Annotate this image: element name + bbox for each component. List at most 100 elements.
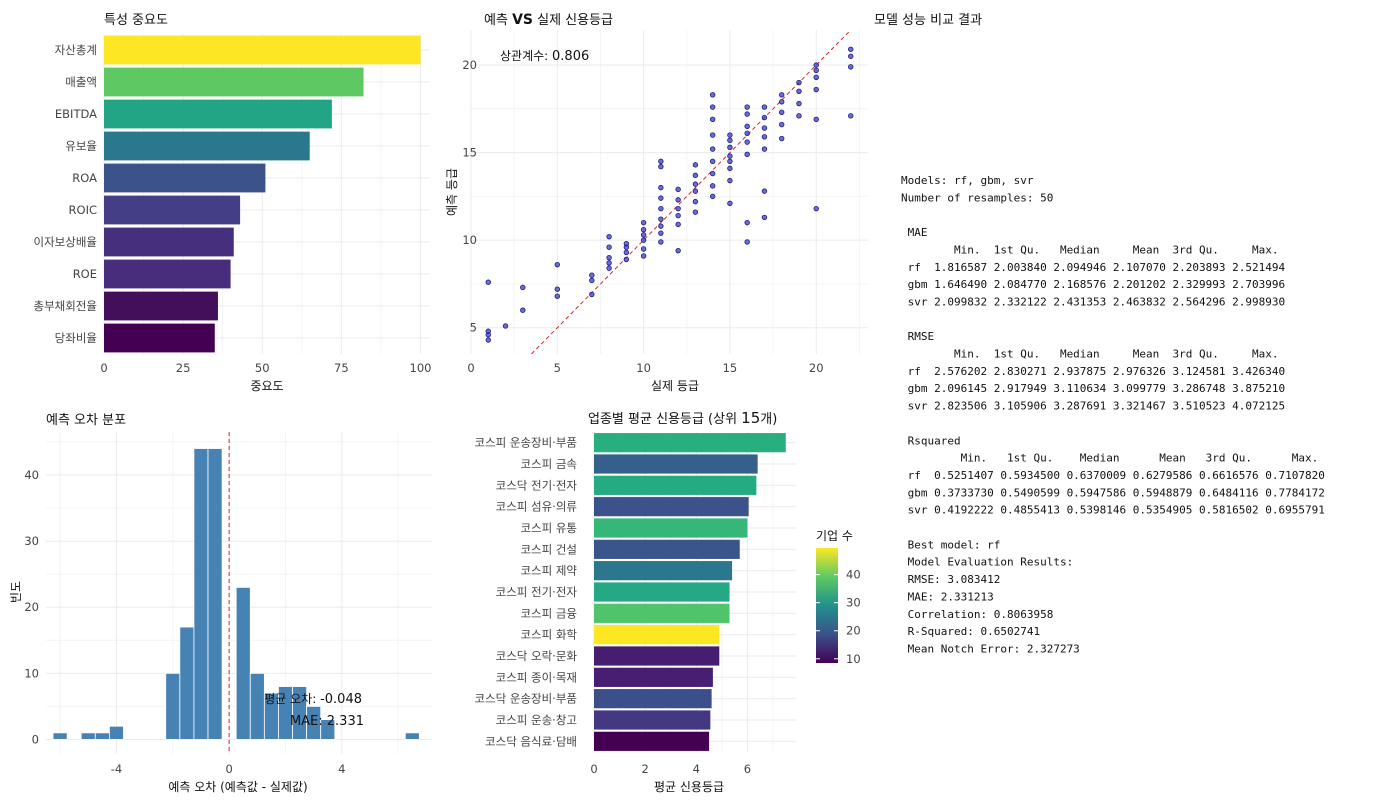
industry-category-label: 코스피 건설 (520, 542, 577, 556)
industry-category-label: 코스피 금속 (520, 457, 577, 471)
scatter-point (658, 195, 664, 201)
scatter-point (848, 46, 854, 52)
industry-bar-7 (594, 582, 730, 602)
scatter-x-tick: 15 (723, 361, 738, 375)
scatter-point (675, 247, 681, 254)
scatter-point (658, 230, 664, 236)
histogram-x-tick: 0 (225, 762, 232, 776)
industry-category-label: 코스피 섬유·의류 (496, 500, 577, 514)
histogram-bar (320, 719, 336, 740)
model-output-line: svr 2.823506 3.105906 3.287691 3.321467 … (901, 400, 1285, 413)
scatter-point (589, 291, 595, 298)
importance-bar-1 (104, 67, 364, 97)
scatter-point (727, 153, 733, 159)
scatter-point (589, 272, 595, 278)
scatter-point (778, 92, 785, 98)
scatter-point (675, 212, 681, 219)
scatter-point (606, 265, 612, 271)
industry-bar-1 (594, 454, 758, 474)
model-comparison-panel: 모델 성능 비교 결과 Models: rf, gbm, svr Number o… (874, 13, 1325, 655)
model-comparison-title: 모델 성능 비교 결과 (874, 13, 982, 28)
industry-bar-13 (594, 710, 711, 730)
mean-error-annotation-label: 평균 오차: (264, 692, 320, 706)
correlation-annotation-label: 상관계수: (500, 49, 552, 63)
scatter-point (744, 111, 750, 117)
importance-category-label: 당좌비율 (55, 331, 97, 345)
importance-bar-9 (104, 323, 215, 353)
industry-bar-14 (594, 731, 710, 751)
importance-x-tick: 100 (410, 361, 432, 375)
scatter-point (813, 86, 819, 93)
industry-category-label: 코스피 금융 (520, 606, 577, 620)
importance-category-label: 자산총계 (55, 43, 97, 57)
model-output-line: Models: rf, gbm, svr (901, 174, 1034, 187)
scatter-x-tick: 0 (467, 361, 474, 375)
scatter-title: 예측 VS 실제 신용등급 (484, 12, 613, 28)
scatter-point (658, 184, 664, 191)
legend-tick-label: 40 (846, 568, 861, 582)
industry-bar-11 (594, 667, 713, 687)
scatter-point (761, 104, 768, 110)
scatter-point (606, 254, 612, 261)
scatter-point (813, 62, 819, 68)
scatter-point (658, 205, 664, 212)
scatter-point (554, 293, 561, 299)
scatter-x-tick: 10 (636, 361, 651, 375)
scatter-point (744, 123, 750, 130)
model-output-line: Number of resamples: 50 (901, 191, 1053, 204)
scatter-point (640, 246, 647, 252)
feature-importance-xlabel: 중요도 (250, 379, 283, 393)
scatter-point (606, 260, 612, 266)
model-output-line: Min. 1st Qu. Median Mean 3rd Qu. Max. (901, 452, 1318, 465)
importance-category-label: 유보율 (65, 139, 97, 153)
importance-category-label: 매출액 (65, 75, 97, 89)
scatter-x-tick: 5 (554, 361, 561, 375)
scatter-point (744, 239, 750, 245)
industry-category-label: 코스닥 음식료·담배 (485, 734, 577, 748)
model-output-line: RMSE (901, 330, 934, 343)
mae-annotation-value: 2.331 (327, 714, 364, 729)
scatter-point (727, 165, 733, 172)
industry-bar-3 (594, 497, 749, 517)
scatter-point (554, 261, 561, 268)
feature-importance-title: 특성 중요도 (104, 13, 168, 28)
scatter-point (761, 114, 768, 121)
industry-category-label: 코스닥 운송장비·부품 (474, 692, 577, 706)
scatter-point (813, 205, 819, 212)
importance-bar-5 (104, 195, 241, 225)
scatter-point (744, 104, 750, 110)
importance-x-tick: 25 (176, 361, 191, 375)
scatter-point (623, 240, 630, 247)
scatter-point (796, 88, 802, 94)
histogram-bar (80, 732, 96, 740)
model-output-line: rf 0.5251407 0.5934500 0.6370009 0.62795… (901, 469, 1325, 482)
scatter-y-tick: 20 (462, 58, 477, 72)
industry-title-part-1: 업종별 평균 신용등급 (상위 (588, 412, 741, 427)
scatter-point (727, 200, 733, 207)
scatter-point (485, 337, 491, 343)
scatter-point (623, 256, 630, 263)
industry-category-label: 코스피 유통 (520, 521, 577, 535)
scatter-point (692, 188, 699, 194)
model-output-line: Min. 1st Qu. Median Mean 3rd Qu. Max. (901, 243, 1279, 256)
industry-bar-9 (594, 625, 720, 645)
correlation-annotation: 상관계수: 0.806 (500, 49, 589, 64)
industry-category-label: 코스피 전기·전자 (496, 585, 578, 599)
histogram-bar (404, 732, 420, 740)
industry-x-tick: 4 (693, 762, 700, 776)
industry-category-label: 코스피 제약 (520, 564, 577, 578)
scatter-point (589, 277, 595, 284)
scatter-point (727, 158, 733, 165)
scatter-point (709, 193, 716, 200)
scatter-point (796, 100, 802, 107)
scatter-point (796, 113, 802, 119)
importance-bar-7 (104, 259, 231, 289)
mean-error-annotation: 평균 오차: -0.048 (264, 692, 362, 707)
industry-bar-6 (594, 561, 733, 581)
scatter-point (675, 205, 681, 212)
scatter-point (606, 244, 612, 250)
scatter-point (709, 132, 716, 138)
scatter-point (640, 253, 647, 259)
mae-annotation: MAE: 2.331 (290, 714, 364, 729)
